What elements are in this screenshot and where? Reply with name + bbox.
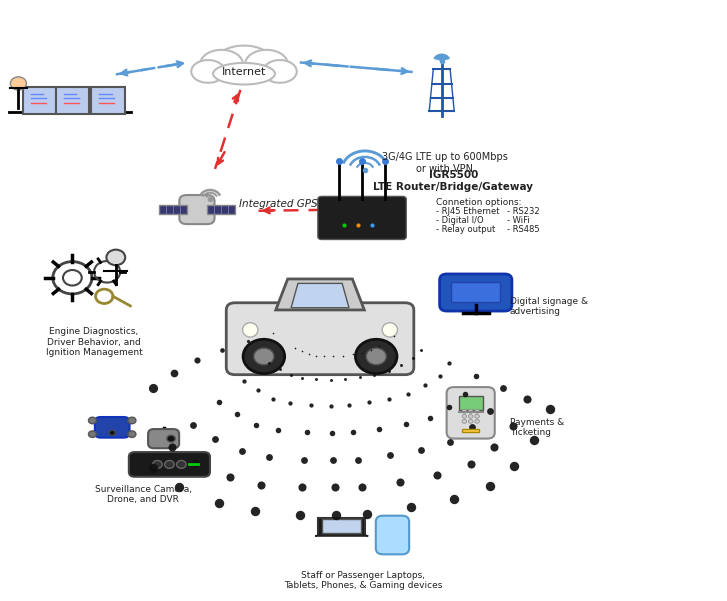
Text: Digital signage &
advertising: Digital signage & advertising xyxy=(510,297,588,316)
Circle shape xyxy=(128,431,136,438)
Circle shape xyxy=(356,340,397,374)
Circle shape xyxy=(475,415,479,418)
FancyBboxPatch shape xyxy=(462,429,479,432)
Text: Engine Diagnostics,
Driver Behavior, and
Ignition Management: Engine Diagnostics, Driver Behavior, and… xyxy=(46,328,142,357)
Text: Connetion options:: Connetion options: xyxy=(436,198,521,207)
Ellipse shape xyxy=(479,291,488,296)
Circle shape xyxy=(177,460,186,468)
Ellipse shape xyxy=(243,323,258,337)
Circle shape xyxy=(128,417,136,424)
Circle shape xyxy=(475,419,479,423)
Polygon shape xyxy=(316,535,369,536)
Ellipse shape xyxy=(191,60,225,83)
Circle shape xyxy=(153,460,162,468)
Circle shape xyxy=(254,348,274,365)
Text: - RS232: - RS232 xyxy=(507,207,539,216)
FancyBboxPatch shape xyxy=(459,396,483,410)
Text: - WiFi: - WiFi xyxy=(507,216,530,225)
FancyBboxPatch shape xyxy=(226,303,414,374)
Ellipse shape xyxy=(475,289,486,295)
FancyBboxPatch shape xyxy=(318,197,406,239)
Text: - RJ45 Ethernet: - RJ45 Ethernet xyxy=(436,207,499,216)
Circle shape xyxy=(109,430,116,435)
FancyBboxPatch shape xyxy=(451,282,500,302)
Ellipse shape xyxy=(382,323,398,337)
FancyBboxPatch shape xyxy=(91,88,124,114)
Circle shape xyxy=(468,419,473,423)
Polygon shape xyxy=(291,284,349,308)
Circle shape xyxy=(167,435,175,442)
Circle shape xyxy=(243,340,285,374)
Circle shape xyxy=(164,460,174,468)
FancyBboxPatch shape xyxy=(376,516,409,554)
FancyBboxPatch shape xyxy=(95,417,129,438)
Ellipse shape xyxy=(213,63,275,85)
Ellipse shape xyxy=(463,289,474,295)
Text: - Relay output: - Relay output xyxy=(436,225,495,234)
Text: IGR5500
LTE Router/Bridge/Gateway: IGR5500 LTE Router/Bridge/Gateway xyxy=(373,170,534,192)
FancyBboxPatch shape xyxy=(440,274,512,311)
Text: Surveillance Camera,
Drone, and DVR: Surveillance Camera, Drone, and DVR xyxy=(95,485,192,504)
Ellipse shape xyxy=(245,50,288,78)
Text: Staff or Passenger Laptops,
Tablets, Phones, & Gaming devices: Staff or Passenger Laptops, Tablets, Pho… xyxy=(284,571,443,590)
Text: Integrated GPS: Integrated GPS xyxy=(239,198,318,209)
Ellipse shape xyxy=(216,46,272,77)
FancyBboxPatch shape xyxy=(148,429,179,448)
Circle shape xyxy=(475,409,479,413)
Polygon shape xyxy=(323,519,361,533)
Circle shape xyxy=(468,409,473,413)
Text: - RS485: - RS485 xyxy=(507,225,539,234)
Polygon shape xyxy=(318,517,365,535)
Circle shape xyxy=(468,415,473,418)
Circle shape xyxy=(89,417,97,424)
Text: Payments &
Ticketing: Payments & Ticketing xyxy=(510,418,564,437)
Text: Internet: Internet xyxy=(222,67,266,77)
FancyBboxPatch shape xyxy=(23,88,57,114)
Circle shape xyxy=(462,419,467,423)
FancyBboxPatch shape xyxy=(129,452,210,477)
Ellipse shape xyxy=(461,291,470,296)
Polygon shape xyxy=(276,279,364,310)
Text: 3G/4G LTE up to 600Mbps
or with VPN: 3G/4G LTE up to 600Mbps or with VPN xyxy=(382,152,507,174)
Circle shape xyxy=(462,415,467,418)
Ellipse shape xyxy=(263,60,297,83)
FancyBboxPatch shape xyxy=(56,88,89,114)
FancyBboxPatch shape xyxy=(207,205,235,214)
Circle shape xyxy=(366,348,386,365)
Circle shape xyxy=(89,431,97,438)
FancyBboxPatch shape xyxy=(159,205,187,214)
Circle shape xyxy=(106,249,125,265)
Circle shape xyxy=(10,77,26,90)
Circle shape xyxy=(462,409,467,413)
Text: - Digital I/O: - Digital I/O xyxy=(436,216,483,225)
Ellipse shape xyxy=(200,50,243,78)
FancyBboxPatch shape xyxy=(446,387,495,439)
FancyBboxPatch shape xyxy=(180,195,214,224)
Ellipse shape xyxy=(467,288,481,295)
Ellipse shape xyxy=(466,292,482,296)
